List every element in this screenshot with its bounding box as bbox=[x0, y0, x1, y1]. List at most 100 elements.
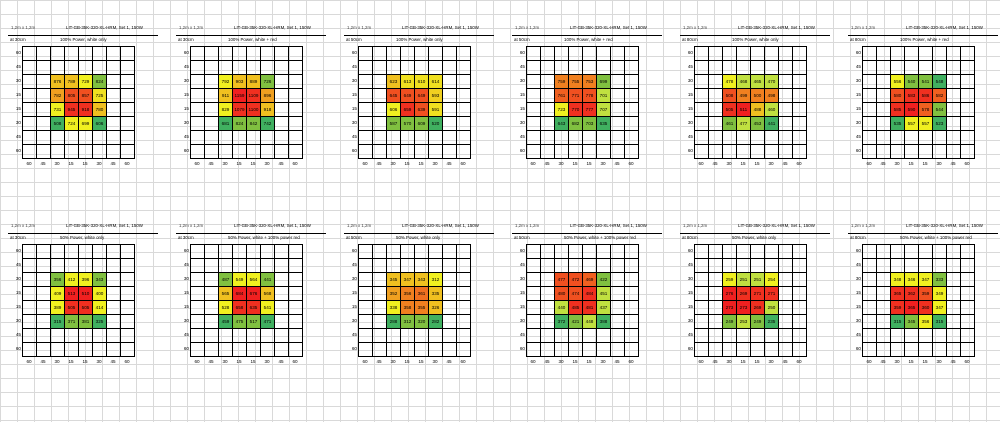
ppfd-value-cell: 703 bbox=[583, 117, 597, 131]
grid-cell bbox=[905, 47, 919, 61]
grid-cell bbox=[373, 89, 387, 103]
y-axis-label: 60 bbox=[183, 50, 189, 55]
grid-cell bbox=[191, 117, 205, 131]
grid-cell bbox=[919, 329, 933, 343]
grid-cell bbox=[793, 287, 807, 301]
grid-cell bbox=[205, 343, 219, 357]
ppfd-value-cell: 857 bbox=[79, 89, 93, 103]
ppfd-value-cell: 564 bbox=[247, 273, 261, 287]
x-axis-label: 30 bbox=[726, 161, 732, 166]
grid-cell bbox=[947, 329, 961, 343]
ppfd-value-cell: 684 bbox=[233, 287, 247, 301]
grid-cell bbox=[233, 259, 247, 273]
y-axis-label: 30 bbox=[687, 120, 693, 125]
grid-cell bbox=[877, 75, 891, 89]
grid-cell bbox=[625, 117, 639, 131]
grid-cell bbox=[877, 61, 891, 75]
ppfd-value-cell: 591 bbox=[429, 103, 443, 117]
grid-cell bbox=[443, 145, 457, 159]
measurement-grid: 487 549 564 441 565 684 676 568 528 658 635 541 459 4… bbox=[190, 244, 303, 357]
grid-cell bbox=[919, 343, 933, 357]
grid-cell bbox=[541, 315, 555, 329]
grid-cell bbox=[541, 343, 555, 357]
grid-cell bbox=[443, 131, 457, 145]
y-axis-label: 15 bbox=[15, 92, 21, 97]
ppfd-value-cell: 453 bbox=[751, 117, 765, 131]
y-axis-label: 60 bbox=[519, 50, 525, 55]
grid-cell bbox=[107, 131, 121, 145]
grid-cell bbox=[555, 259, 569, 273]
product-label: LIT-GB-35K-320-XL-HRM, Set 1, 150W bbox=[738, 25, 815, 30]
grid-cell bbox=[793, 145, 807, 159]
grid-cell bbox=[443, 61, 457, 75]
ppfd-value-cell: 682 bbox=[569, 117, 583, 131]
grid-cell bbox=[793, 259, 807, 273]
grid-cell bbox=[723, 61, 737, 75]
ppfd-value-cell: 345 bbox=[387, 273, 401, 287]
grid-cell bbox=[457, 61, 471, 75]
ppfd-value-cell: 676 bbox=[247, 287, 261, 301]
grid-cell bbox=[205, 315, 219, 329]
grid-cell bbox=[387, 329, 401, 343]
y-axis-label: 45 bbox=[15, 64, 21, 69]
ppfd-value-cell: 568 bbox=[261, 287, 275, 301]
x-axis-label: 45 bbox=[614, 161, 620, 166]
grid-cell bbox=[709, 273, 723, 287]
y-axis-label: 30 bbox=[183, 276, 189, 281]
grid-cell bbox=[569, 343, 583, 357]
grid-cell bbox=[961, 273, 975, 287]
ppfd-value-cell: 945 bbox=[65, 103, 79, 117]
x-axis-label: 30 bbox=[558, 359, 564, 364]
grid-cell bbox=[289, 131, 303, 145]
grid-cell bbox=[247, 61, 261, 75]
grid-cell bbox=[555, 245, 569, 259]
grid-cell bbox=[947, 259, 961, 273]
grid-cell bbox=[765, 343, 779, 357]
y-axis-label: 45 bbox=[15, 134, 21, 139]
y-axis-label: 45 bbox=[855, 332, 861, 337]
ppfd-value-cell: 726 bbox=[261, 75, 275, 89]
grid-cell bbox=[863, 287, 877, 301]
grid-cell bbox=[121, 343, 135, 357]
header-divider bbox=[680, 35, 830, 36]
ppfd-value-cell: 461 bbox=[723, 117, 737, 131]
grid-cell bbox=[569, 259, 583, 273]
room-size-label: 1,2m x 1,2m bbox=[851, 25, 876, 30]
ppfd-value-cell: 485 bbox=[569, 301, 583, 315]
grid-cell bbox=[751, 47, 765, 61]
grid-cell bbox=[219, 131, 233, 145]
grid-cell bbox=[625, 301, 639, 315]
x-axis-label: 45 bbox=[40, 359, 46, 364]
grid-cell bbox=[205, 273, 219, 287]
grid-cell bbox=[709, 103, 723, 117]
grid-cell bbox=[107, 315, 121, 329]
x-axis-label: 15 bbox=[250, 359, 256, 364]
grid-cell bbox=[23, 301, 37, 315]
x-axis-label: 30 bbox=[600, 161, 606, 166]
grid-cell bbox=[275, 329, 289, 343]
ppfd-value-cell: 253 bbox=[737, 315, 751, 329]
grid-cell bbox=[597, 259, 611, 273]
grid-cell bbox=[107, 259, 121, 273]
x-axis-label: 45 bbox=[712, 161, 718, 166]
grid-cell bbox=[625, 103, 639, 117]
x-axis-label: 15 bbox=[250, 161, 256, 166]
grid-cell bbox=[709, 259, 723, 273]
grid-cell bbox=[37, 47, 51, 61]
grid-cell bbox=[387, 259, 401, 273]
grid-cell bbox=[443, 329, 457, 343]
distance-label: at 80cm bbox=[682, 37, 698, 42]
ppfd-value-cell: 580 bbox=[891, 89, 905, 103]
grid-cell bbox=[877, 117, 891, 131]
product-label: LIT-GB-35K-320-XL-HRM, Set 1, 150W bbox=[402, 223, 479, 228]
x-axis-label: 60 bbox=[124, 161, 130, 166]
y-axis-label: 45 bbox=[687, 134, 693, 139]
measurement-grid: 792 903 889 726 911 1159 1109 896 829 1079 1100 918… bbox=[190, 46, 303, 159]
x-axis-label: 15 bbox=[922, 359, 928, 364]
grid-cell bbox=[723, 343, 737, 357]
grid-cell bbox=[695, 273, 709, 287]
grid-cell bbox=[863, 301, 877, 315]
distance-label: at 30cm bbox=[10, 235, 26, 240]
y-axis-label: 45 bbox=[687, 64, 693, 69]
y-axis-label: 15 bbox=[351, 290, 357, 295]
